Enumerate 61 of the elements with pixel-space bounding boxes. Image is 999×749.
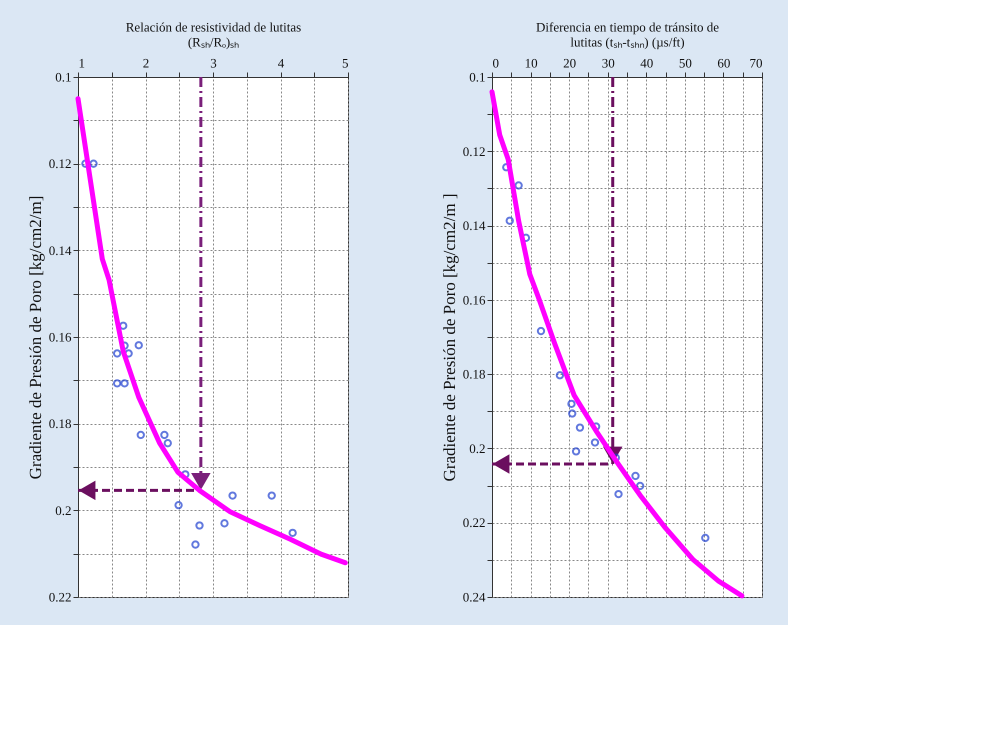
y-tick-label: 0.2 <box>469 440 486 456</box>
point <box>112 349 122 358</box>
point <box>701 534 710 542</box>
x-tick-label: 1 <box>78 56 85 70</box>
y-tick-label: 0.18 <box>48 416 72 432</box>
point <box>631 472 640 480</box>
x-tick-label: 2 <box>142 56 150 70</box>
x-tick-label: 5 <box>342 56 348 70</box>
y-tick-label: 0.24 <box>462 590 486 604</box>
point <box>288 528 297 538</box>
point <box>572 447 580 456</box>
y-tick-label: 0.16 <box>48 330 72 344</box>
x-tick-label: 10 <box>524 56 538 70</box>
x-tick-label: 60 <box>717 56 730 70</box>
y-tick-label: 0.14 <box>462 218 486 234</box>
y-tick-label: 0.12 <box>48 156 72 172</box>
point <box>614 490 623 498</box>
y-tick-label: 0.12 <box>462 144 486 159</box>
point <box>195 521 204 530</box>
point <box>160 430 169 440</box>
y-tick-label: 0.1 <box>469 70 486 84</box>
point <box>506 216 514 225</box>
x-tick-label: 4 <box>278 56 285 70</box>
point <box>514 181 523 190</box>
point <box>568 409 576 418</box>
point <box>89 160 98 168</box>
x-tick-label: 50 <box>678 56 692 70</box>
point <box>228 491 237 500</box>
x-axis-title: Relación de resistividad de lutitas (Rₛₕ/Rₒ)ₛₕ <box>126 20 302 50</box>
y-tick-label: 0.14 <box>48 242 72 258</box>
y-tick-label: 0.16 <box>462 292 486 308</box>
x-tick-label: 20 <box>563 56 576 70</box>
point <box>636 482 644 490</box>
y-tick-label: 0.18 <box>462 366 486 382</box>
point <box>164 439 172 448</box>
x-tick-label: 70 <box>750 56 762 70</box>
point <box>268 491 276 500</box>
x-tick-label: 3 <box>210 56 217 70</box>
point <box>174 500 183 510</box>
point <box>112 379 122 388</box>
point <box>576 423 584 432</box>
x-axis-title: Diferencia en tiempo de tránsito de lutitas (tₛₕ-tₛₕₙ) (µs/ft) <box>536 20 720 50</box>
y-axis-title: Gradiente de Presión de Poro [kg/cm2/m] <box>26 196 45 480</box>
point <box>119 322 128 330</box>
y-tick-label: 0.2 <box>55 502 72 518</box>
x-tick-label: 30 <box>602 56 615 70</box>
point <box>556 371 564 380</box>
x-tick-label: 40 <box>640 56 654 70</box>
y-axis-title: Gradiente de Presión de Poro [kg/cm2/m ] <box>440 194 459 482</box>
y-tick-label: 0.22 <box>48 590 72 604</box>
point <box>191 540 200 549</box>
point <box>136 430 145 440</box>
y-tick-label: 0.1 <box>55 70 72 84</box>
x-tick-label: 0 <box>492 56 499 70</box>
y-tick-label: 0.22 <box>462 515 486 530</box>
point <box>120 379 129 388</box>
point <box>134 341 143 350</box>
point <box>220 519 229 528</box>
point <box>590 438 600 447</box>
point <box>536 326 546 336</box>
point <box>567 400 576 408</box>
